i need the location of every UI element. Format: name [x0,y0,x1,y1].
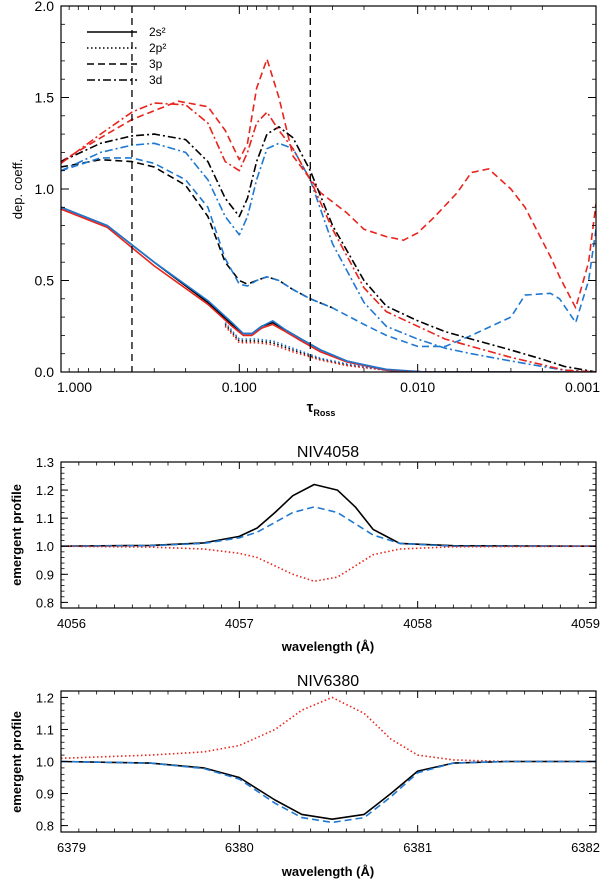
panel2-ticks [60,461,597,609]
y-tick-label: 1.0 [36,755,54,770]
y-tick-label: 0.5 [35,273,55,289]
y-tick-label: 0.0 [35,364,55,380]
panel1-tick-labels: 1.000 0.100 0.010 0.001 0.0 0.5 1.0 1.5 2.0 [35,0,600,395]
panel-niv4058: NIV4058 4056 4057 4058 4059 0.8 0.9 1.0 1.1 1.2 1… [9,444,600,654]
series-line-3p-blue [61,157,596,348]
x-tick-label: 0.001 [565,379,600,395]
y-tick-label: 0.9 [36,567,54,582]
x-tick-label: 4059 [571,616,600,631]
series-line-2p2-red [61,545,596,583]
y-tick-label: 1.0 [35,181,55,197]
y-tick-label: 0.8 [36,819,54,834]
series-line-2p2-blue [224,322,511,372]
legend-label-2p2: 2p² [149,41,166,55]
panel2-series-group [61,483,596,583]
series-line-3d-blue [61,142,596,372]
x-tick-label: 4058 [403,616,432,631]
x-tick-label: 0.010 [400,379,435,395]
x-tick-label: 1.000 [57,379,92,395]
series-line-3d-red [61,102,596,372]
legend-label-3d: 3d [149,73,162,87]
panel2-frame [60,461,597,609]
y-tick-label: 1.1 [36,511,54,526]
panel2-ylabel: emergent profile [9,484,24,586]
x-tick-label: 4057 [225,616,254,631]
y-tick-label: 2.0 [35,0,55,14]
series-line-3d-black [61,126,596,372]
y-tick-label: 1.1 [36,722,54,737]
panel-niv6380: NIV6380 6379 6380 6381 63820.80.91.01.11.2 … [9,673,600,879]
panel3-xlabel: wavelength (Å) [281,864,374,879]
panel1-ticks [60,5,597,373]
panel2-title: NIV4058 [297,444,359,461]
x-tick-label: 0.100 [222,379,257,395]
panel1-reference-lines [131,6,311,372]
x-tick-label: 6380 [225,840,254,855]
series-line-2s2-black [61,760,596,821]
series-line-3p-blue [61,760,596,824]
series-line-3p-red [61,58,596,309]
x-tick-label: 6382 [571,840,600,855]
y-tick-label: 1.3 [36,455,54,470]
panel1-xlabel-main: τ [307,399,314,416]
panel-departure-coefficients: 1.000 0.100 0.010 0.001 0.0 0.5 1.0 1.5 2.0 2s² … [10,0,600,418]
panel3-ticks [60,690,597,833]
panel1-xlabel: τRoss [307,399,336,418]
y-tick-label: 0.8 [36,595,54,610]
legend-label-3p: 3p [149,57,163,71]
series-line-2s2-red [61,208,596,372]
y-tick-label: 1.2 [36,690,54,705]
panel3-tick-labels: 6379 6380 6381 6382 0.8 0.9 1.0 1.1 1.2 [36,690,600,855]
panel3-series-group [61,696,596,824]
series-line-3p-blue [61,506,596,548]
panel2-xlabel: wavelength (Å) [281,639,374,654]
y-tick-label: 1.5 [35,90,55,106]
panel1-ylabel: dep. coeff. [10,159,25,219]
panel3-title: NIV6380 [297,673,359,690]
panel2-tick-labels: 4056 4057 4058 4059 0.8 0.9 1.0 1.1 1.2 1.3 [36,455,600,631]
y-tick-label: 1.0 [36,539,54,554]
series-line-3p-black [61,158,333,309]
y-tick-label: 1.2 [36,483,54,498]
panel1-series-group [61,58,596,372]
series-line-2p2-red [61,696,596,763]
panel3-ylabel: emergent profile [9,711,24,813]
x-tick-label: 6381 [403,840,432,855]
panel1-xlabel-sub: Ross [313,408,335,418]
series-line-2s2-black [61,483,596,548]
panel1-legend: 2s² 2p² 3p 3d [87,25,166,87]
x-tick-label: 4056 [57,616,86,631]
x-tick-label: 6379 [57,840,86,855]
panel1-frame [60,5,597,373]
legend-label-2s2: 2s² [149,25,166,39]
y-tick-label: 0.9 [36,787,54,802]
